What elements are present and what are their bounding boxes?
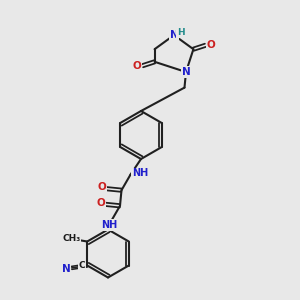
Text: NH: NH xyxy=(101,220,118,230)
Text: C: C xyxy=(79,261,85,270)
Text: H: H xyxy=(177,28,184,37)
Text: O: O xyxy=(133,61,142,71)
Text: N: N xyxy=(62,263,70,274)
Text: O: O xyxy=(96,198,105,208)
Text: O: O xyxy=(98,182,107,192)
Text: O: O xyxy=(206,40,215,50)
Text: N: N xyxy=(169,30,178,40)
Text: N: N xyxy=(182,67,190,77)
Text: NH: NH xyxy=(132,168,148,178)
Text: CH₃: CH₃ xyxy=(62,234,80,243)
